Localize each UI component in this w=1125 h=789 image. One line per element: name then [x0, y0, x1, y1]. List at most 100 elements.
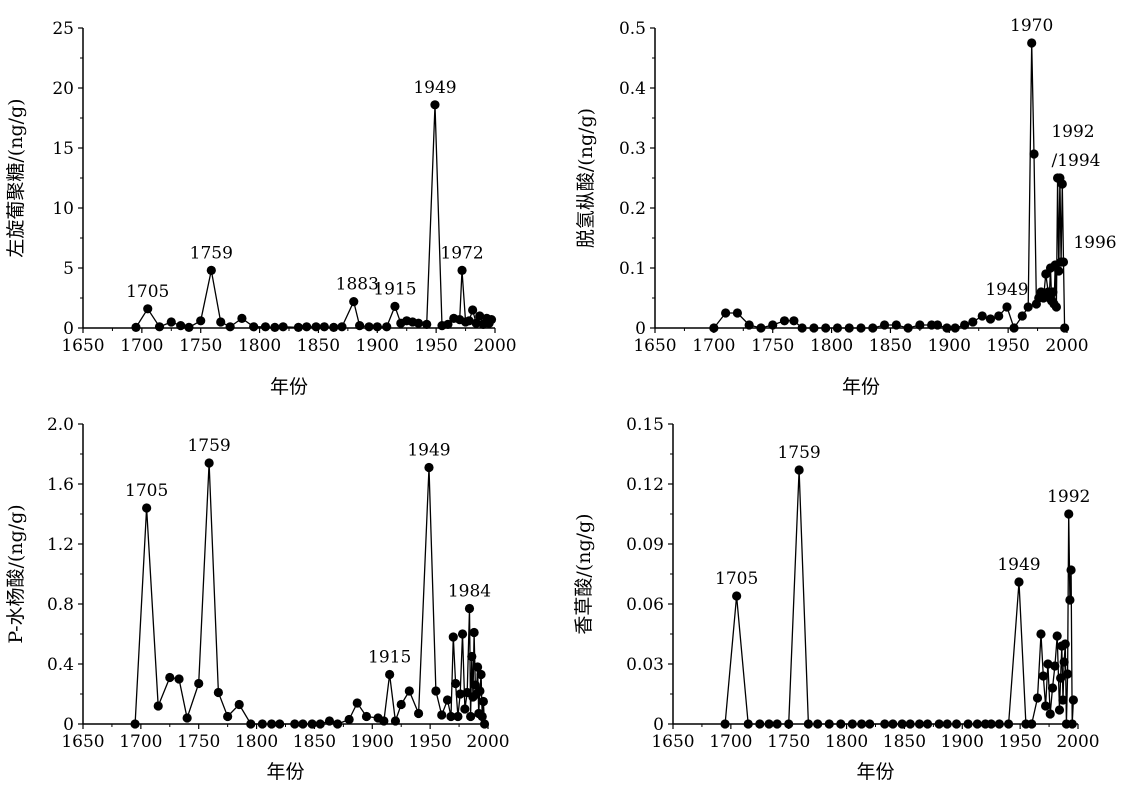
data-point [246, 719, 256, 729]
data-point [142, 503, 152, 513]
data-point [1029, 149, 1039, 159]
data-point [324, 716, 335, 726]
data-point [206, 265, 216, 275]
x-tick-label: 2000 [1045, 336, 1088, 356]
data-point [468, 305, 478, 315]
y-tick-label: 0.15 [626, 415, 664, 435]
data-point [934, 719, 944, 729]
x-tick-label: 2000 [466, 732, 509, 752]
y-tick-label: 0.2 [619, 199, 646, 219]
data-point [968, 317, 978, 327]
y-tick-label: 5 [63, 259, 74, 279]
data-point [868, 323, 878, 333]
y-tick-label: 20 [52, 79, 74, 99]
data-point [959, 320, 970, 330]
x-tick-label: 1800 [825, 732, 868, 752]
data-point [431, 686, 441, 696]
data-point [319, 322, 329, 332]
chart-2: 1650 1700 1750 1800 1850 1900 1950 2000 0 0.1 0.2 0… [575, 16, 1117, 398]
peak-annotation: 1759 [187, 436, 230, 456]
data-point [267, 719, 277, 729]
data-point [424, 462, 434, 473]
x-tick-label: 1900 [356, 336, 399, 356]
data-point [856, 323, 866, 333]
x-tick-label: 1850 [297, 336, 340, 356]
data-point [131, 322, 141, 332]
peak-annotation: /1994 [1052, 151, 1101, 171]
data-point [905, 719, 915, 729]
y-axis-title: 香草酸/(ng/g) [573, 513, 595, 634]
data-point [914, 719, 925, 729]
y-tick-label: 15 [52, 139, 74, 159]
data-point [824, 719, 834, 729]
data-point [994, 311, 1004, 321]
data-point [755, 719, 765, 729]
data-point [390, 716, 401, 726]
data-point [413, 708, 424, 719]
data-point [721, 308, 731, 318]
x-tick-label: 1900 [941, 732, 984, 752]
y-tick-label: 0.5 [619, 19, 646, 39]
data-point [803, 719, 813, 729]
data-point [225, 322, 235, 332]
data-point [1066, 565, 1076, 575]
data-point [1059, 657, 1069, 667]
peak-annotation: 1883 [336, 275, 379, 295]
data-point [260, 322, 271, 332]
peak-annotation: 1996 [1073, 233, 1116, 253]
data-point [130, 719, 140, 729]
peak-annotation: 1984 [448, 582, 491, 602]
data-point [337, 322, 347, 332]
y-tick-label: 10 [52, 199, 74, 219]
data-point [355, 321, 365, 331]
peak-annotation: 1759 [777, 443, 820, 463]
x-tick-label: 1900 [928, 336, 971, 356]
data-point [460, 704, 470, 714]
data-point [1017, 311, 1027, 321]
chart-3: 1650 1700 1750 1800 1850 1900 1950 2000 0 0.4 0.8 1… [5, 415, 510, 783]
data-point [307, 719, 317, 729]
y-tick-label: 1.6 [47, 475, 74, 495]
x-tick-label: 1750 [767, 732, 810, 752]
x-tick-label: 1700 [119, 732, 162, 752]
x-tick-label: 1650 [61, 336, 104, 356]
peak-annotation: 1705 [125, 481, 168, 501]
x-tick-label: 1850 [293, 732, 336, 752]
data-point [1027, 719, 1037, 729]
data-point [1045, 709, 1055, 719]
data-point [143, 304, 153, 314]
x-tick-label: 1950 [999, 732, 1042, 752]
data-point [1002, 302, 1012, 312]
data-point [204, 458, 214, 468]
data-point [1032, 693, 1043, 703]
data-point [302, 322, 312, 332]
data-point [1056, 673, 1066, 683]
data-point [1064, 509, 1074, 519]
data-point [464, 603, 475, 614]
data-point [1047, 683, 1058, 693]
data-point [466, 711, 476, 722]
data-point [194, 678, 204, 689]
data-point [1057, 179, 1067, 189]
data-point [880, 719, 890, 729]
data-point [457, 265, 467, 275]
data-point [382, 322, 392, 332]
x-tick-label: 1850 [883, 732, 926, 752]
y-tick-label: 0.3 [619, 139, 646, 159]
peak-annotation: 1972 [440, 243, 483, 263]
x-tick-label: 1850 [869, 336, 912, 356]
y-tick-label: 0 [63, 319, 74, 339]
x-axis-title: 年份 [270, 376, 308, 398]
data-point [479, 719, 490, 729]
x-tick-label: 1800 [810, 336, 853, 356]
peak-annotation: 1992 [1047, 487, 1090, 507]
data-point [364, 322, 374, 332]
data-point [732, 308, 743, 318]
data-point [951, 719, 962, 729]
y-axis-title: 左旋葡聚糖/(ng/g) [5, 98, 27, 257]
y-tick-label: 0.8 [47, 595, 74, 615]
data-point [888, 719, 898, 729]
data-point [932, 320, 943, 330]
data-point [293, 322, 304, 332]
y-tick-label: 0 [63, 715, 74, 735]
